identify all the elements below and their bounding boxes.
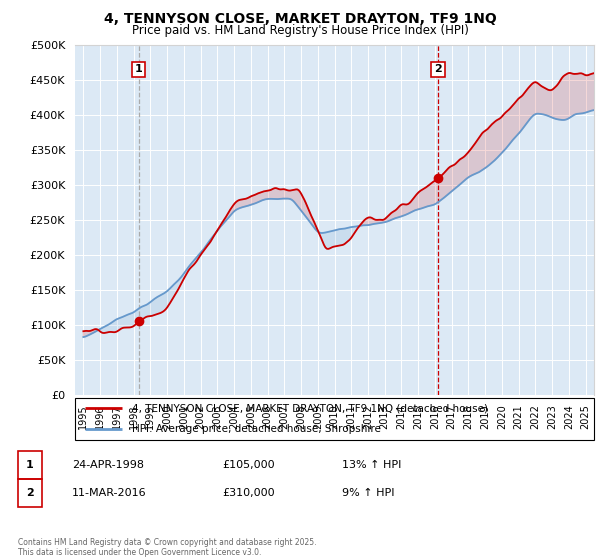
Text: 1: 1 <box>26 460 34 470</box>
Text: 4, TENNYSON CLOSE, MARKET DRAYTON, TF9 1NQ (detached house): 4, TENNYSON CLOSE, MARKET DRAYTON, TF9 1… <box>132 403 488 413</box>
Text: 11-MAR-2016: 11-MAR-2016 <box>72 488 146 498</box>
Text: Price paid vs. HM Land Registry's House Price Index (HPI): Price paid vs. HM Land Registry's House … <box>131 24 469 36</box>
Text: 2: 2 <box>434 64 442 74</box>
Text: 4, TENNYSON CLOSE, MARKET DRAYTON, TF9 1NQ: 4, TENNYSON CLOSE, MARKET DRAYTON, TF9 1… <box>104 12 496 26</box>
Text: 1: 1 <box>135 64 143 74</box>
Text: HPI: Average price, detached house, Shropshire: HPI: Average price, detached house, Shro… <box>132 424 381 434</box>
Text: £105,000: £105,000 <box>222 460 275 470</box>
Text: £310,000: £310,000 <box>222 488 275 498</box>
Text: Contains HM Land Registry data © Crown copyright and database right 2025.
This d: Contains HM Land Registry data © Crown c… <box>18 538 317 557</box>
Text: 9% ↑ HPI: 9% ↑ HPI <box>342 488 395 498</box>
Text: 13% ↑ HPI: 13% ↑ HPI <box>342 460 401 470</box>
Text: 2: 2 <box>26 488 34 498</box>
Text: 24-APR-1998: 24-APR-1998 <box>72 460 144 470</box>
